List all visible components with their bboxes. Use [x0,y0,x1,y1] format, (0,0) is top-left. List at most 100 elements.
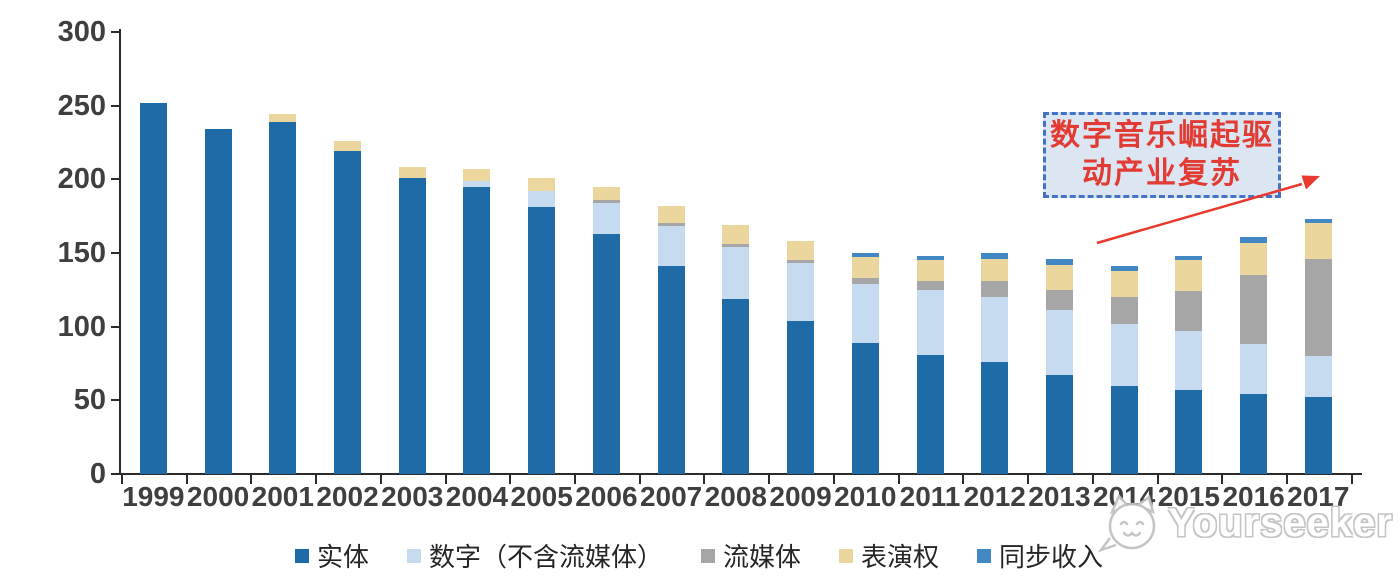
bar-segment [981,280,1009,298]
bar-segment [787,241,815,261]
annotation-callout: 数字音乐崛起驱 动产业复苏 [1043,112,1281,198]
legend-label: 实体 [316,543,369,572]
bar-segment [851,252,879,258]
bar-segment [1175,389,1203,474]
bar-segment [1304,218,1332,224]
y-axis-tick [111,178,120,181]
bar-segment [1175,291,1203,332]
bar-segment [269,114,297,122]
bar-segment [1045,375,1073,474]
x-axis-tick [1221,475,1224,484]
bar-segment [1110,297,1138,324]
x-axis-tick [121,475,123,484]
x-axis-label: 2001 [251,481,314,512]
x-axis-line [119,473,1362,475]
legend-item: 实体 [294,537,369,574]
bar-segment [334,151,362,474]
bar-segment [1304,223,1332,259]
annotation-text-line2: 动产业复苏 [1082,157,1242,190]
bar-segment [1175,331,1203,390]
x-axis-label: 2000 [186,481,250,512]
watermark-text: Yourseeker [1168,501,1393,545]
bar-segment [657,266,685,474]
x-axis-tick [962,475,965,484]
x-axis-label: 2010 [834,481,897,512]
x-axis-tick [1027,475,1030,484]
x-axis-label: 2002 [316,481,379,512]
bar-segment [981,361,1009,474]
legend-item: 流媒体 [700,537,801,574]
x-axis-tick [185,475,188,484]
bar-segment [851,277,879,284]
x-axis-tick [1091,475,1094,484]
bar-segment [139,102,167,474]
bar-segment [981,297,1009,362]
x-axis-label: 2006 [575,481,638,512]
x-axis-label: 2008 [704,481,767,512]
bar-segment [1110,385,1138,474]
bar-segment [787,320,815,474]
watermark: Yourseeker [1096,492,1393,554]
bar-segment [1045,289,1073,311]
x-axis-tick [315,475,318,484]
bar-segment [787,263,815,321]
x-axis-tick [638,475,641,484]
bar-segment [1304,258,1332,357]
bar-segment [787,260,815,264]
y-axis-tick [111,325,120,328]
legend-item: 表演权 [839,537,939,574]
y-axis-tick [111,251,120,254]
y-axis-label: 250 [57,89,106,122]
bar-segment [1304,356,1332,398]
legend-swatch-icon [700,548,715,563]
bar-segment [851,257,879,278]
y-axis-label: 300 [57,15,106,48]
bar-segment [1240,344,1268,395]
legend-item: 同步收入 [977,537,1103,574]
legend-label: 表演权 [861,543,940,572]
y-axis-label: 50 [73,384,106,417]
legend-swatch-icon [406,548,421,563]
bar-segment [269,121,297,474]
x-axis-label: 2003 [381,481,444,512]
bar-segment [1175,260,1203,292]
y-axis-label: 0 [89,458,106,490]
x-axis-tick [250,475,253,484]
bar-segment [1045,258,1073,265]
x-axis-label: 2013 [1028,481,1091,512]
x-axis-tick [832,475,835,484]
bar-segment [463,186,491,474]
bar-segment [657,223,685,227]
y-axis-tick [111,473,120,475]
annotation-arrow-icon [1096,175,1320,245]
legend-label: 数字（不含流媒体） [428,543,663,572]
x-axis-label: 2005 [510,481,573,512]
annotation-text-line1: 数字音乐崛起驱 [1050,119,1274,152]
legend: 实体 数字（不含流媒体） 流媒体 表演权 同步收入 [0,537,1398,574]
y-axis-label: 200 [57,163,106,196]
bar-segment [592,202,620,234]
bar-segment [916,354,944,474]
x-axis-tick [703,475,706,484]
legend-swatch-icon [839,548,853,563]
bar-segment [528,207,556,474]
bar-segment [204,129,232,474]
bar-segment [528,190,556,208]
legend-label: 流媒体 [722,543,801,572]
bar-segment [1240,242,1268,275]
y-axis-label: 150 [57,236,106,269]
bar-segment [916,280,944,290]
bar-segment [851,342,879,474]
legend-item: 数字（不含流媒体） [406,537,663,574]
x-axis-tick [1156,475,1159,484]
x-axis-label: 2009 [769,481,832,512]
x-axis-label: 1999 [122,481,185,512]
bar-segment [592,186,620,200]
bar-segment [851,283,879,343]
bar-segment [334,140,362,152]
bar-segment [463,180,491,187]
bar-segment [528,177,556,191]
bar-segment [722,298,750,474]
y-axis-tick [111,104,120,107]
